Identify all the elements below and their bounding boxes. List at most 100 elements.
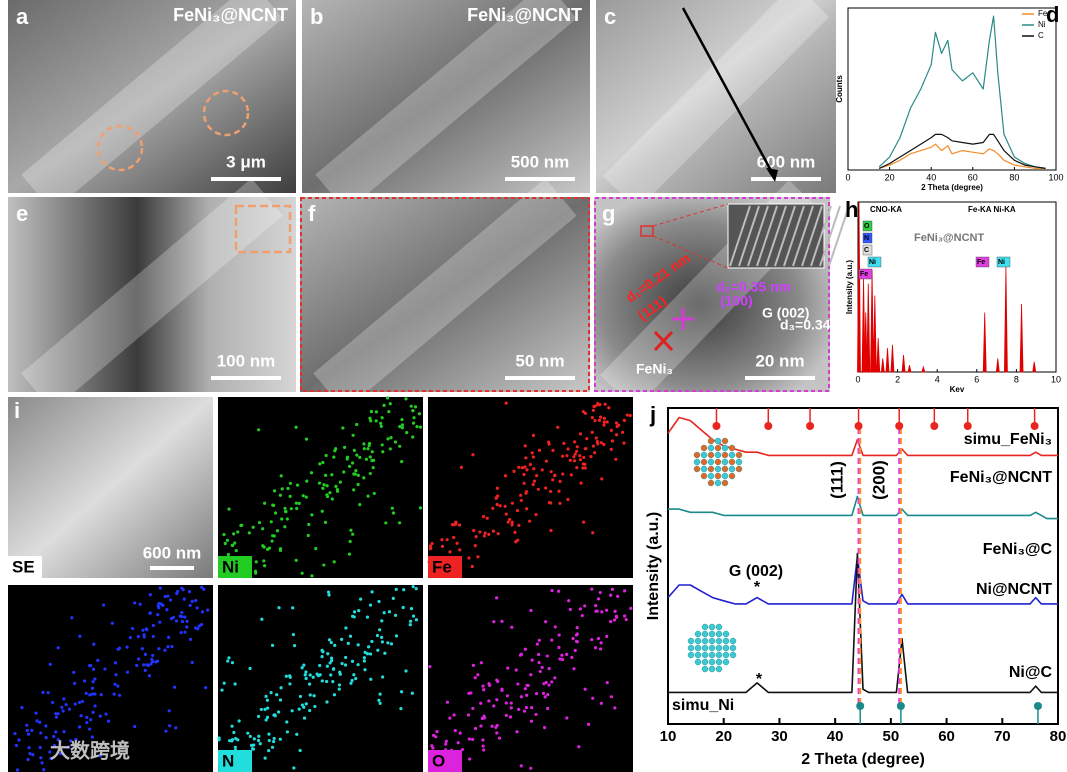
panel-label: f (308, 201, 316, 226)
crystal-atom (729, 651, 737, 659)
crystal-atom (715, 637, 723, 645)
map-dot (575, 466, 579, 470)
spectrum-peak (901, 354, 906, 373)
crystal-atom (722, 630, 730, 638)
map-dot (512, 469, 516, 473)
lattice-fringe (747, 205, 769, 267)
crystal-atom (707, 458, 715, 466)
map-dot (569, 473, 573, 477)
series-line (878, 133, 1046, 169)
map-label-box (428, 556, 462, 578)
map-dot (304, 670, 308, 674)
map-dot (532, 467, 536, 471)
map-dot (368, 652, 373, 656)
map-dot (602, 420, 606, 424)
x-tick-label: 60 (968, 172, 978, 182)
x-tick-label: 2 (895, 374, 900, 384)
map-dot (84, 691, 88, 695)
map-dot (452, 713, 456, 717)
map-dot (280, 517, 284, 521)
map-dot (265, 715, 270, 719)
micrograph (8, 0, 296, 193)
map-dot (303, 673, 307, 677)
map-dot (581, 520, 586, 524)
map-dot (597, 418, 602, 422)
highlight-circle (202, 89, 250, 137)
map-dot (481, 515, 486, 519)
crystal-atom (701, 658, 709, 666)
elemental-map (428, 585, 633, 772)
map-dot (77, 725, 82, 729)
map-dot (400, 417, 404, 422)
map-dot (583, 447, 587, 451)
map-dot (130, 626, 135, 631)
map-dot (362, 447, 366, 451)
map-dot (222, 681, 226, 685)
map-dot (35, 719, 39, 723)
map-dot (67, 745, 71, 749)
map-dot (519, 493, 523, 497)
map-dot (581, 462, 585, 466)
map-dot (82, 679, 87, 683)
map-dot (167, 709, 171, 713)
scale-bar-label: 20 nm (755, 351, 804, 370)
map-dot (125, 645, 129, 649)
map-dot (264, 694, 268, 698)
map-dot (349, 528, 353, 532)
x-tick-label: 10 (1051, 374, 1061, 384)
map-dot (272, 736, 276, 741)
map-dot (397, 521, 402, 525)
map-dot (136, 634, 140, 639)
map-dot (525, 507, 529, 511)
tube-shape (21, 0, 283, 212)
map-dot (455, 541, 459, 545)
map-dot (25, 728, 29, 733)
map-dot (534, 691, 539, 696)
map-dot (492, 620, 496, 624)
map-dot (478, 530, 482, 534)
tube-shape (21, 178, 283, 411)
elemental-map (8, 397, 213, 578)
map-dot (496, 494, 500, 498)
map-dot (411, 585, 415, 589)
map-dot (304, 676, 308, 681)
map-dot (491, 506, 495, 510)
map-dot (348, 539, 352, 544)
map-dot (354, 469, 358, 473)
map-dot (278, 493, 282, 497)
map-dot (466, 713, 471, 717)
chart-annotation: (200) (869, 460, 888, 500)
map-dot (103, 667, 107, 671)
legend-label: C (1038, 31, 1044, 40)
map-dot (481, 684, 485, 688)
map-dot (285, 730, 290, 734)
map-dot (157, 647, 161, 651)
map-dot (535, 473, 539, 478)
map-dot (500, 619, 504, 623)
map-dot (300, 666, 304, 670)
map-dot (531, 455, 535, 459)
map-label: SE (12, 557, 35, 576)
map-dot (38, 745, 42, 750)
map-dot (500, 688, 504, 692)
map-dot (371, 466, 375, 470)
map-dot (352, 610, 357, 614)
map-dot (522, 481, 526, 485)
map-dot (263, 501, 267, 505)
arrow (681, 7, 777, 179)
map-dot (368, 416, 372, 420)
reference-pin (963, 422, 972, 430)
map-dot (458, 548, 462, 552)
map-dot (330, 497, 334, 501)
map-dot (225, 538, 229, 542)
map-dot (227, 656, 231, 660)
map-dot (195, 606, 199, 610)
map-dot (468, 757, 472, 761)
map-dot (332, 560, 336, 564)
map-dot (400, 423, 405, 427)
map-dot (366, 494, 370, 498)
map-dot (553, 625, 557, 629)
map-dot (194, 598, 198, 603)
map-dot (495, 698, 499, 702)
tube-shape (602, 0, 830, 211)
